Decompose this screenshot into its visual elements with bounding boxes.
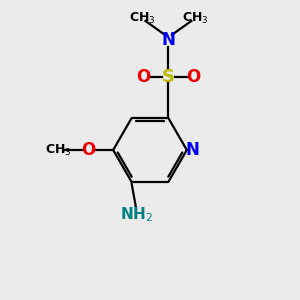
- Text: CH$_3$: CH$_3$: [45, 142, 72, 158]
- Text: CH$_3$: CH$_3$: [182, 11, 208, 26]
- Text: O: O: [81, 141, 95, 159]
- Text: O: O: [186, 68, 201, 86]
- Text: CH$_3$: CH$_3$: [129, 11, 155, 26]
- Text: NH$_2$: NH$_2$: [119, 205, 152, 224]
- Text: S: S: [162, 68, 175, 86]
- Text: N: N: [161, 31, 175, 49]
- Text: O: O: [136, 68, 151, 86]
- Text: N: N: [185, 141, 199, 159]
